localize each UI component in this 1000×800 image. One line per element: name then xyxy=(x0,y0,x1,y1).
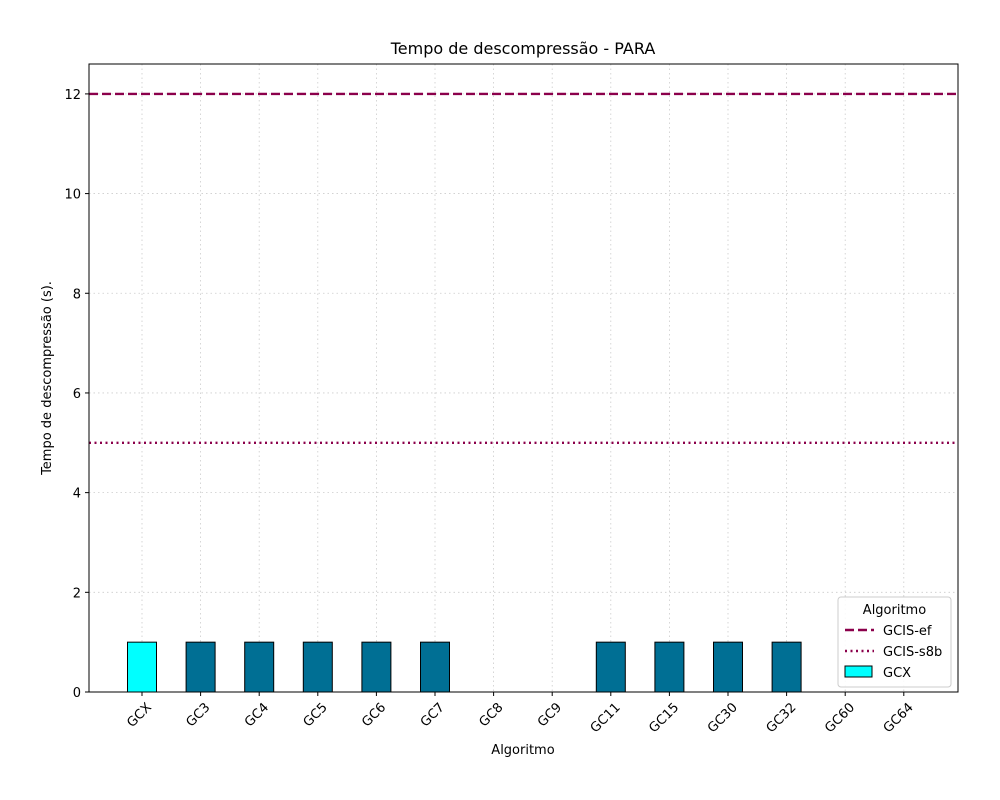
chart-title: Tempo de descompressão - PARA xyxy=(390,39,656,58)
bar xyxy=(654,641,685,693)
y-axis: 0 2 4 6 8 10 12 xyxy=(64,88,89,701)
bar xyxy=(595,641,626,693)
bar xyxy=(302,641,333,693)
bar xyxy=(420,641,450,693)
y-tick-label: 4 xyxy=(73,487,81,502)
bars xyxy=(127,641,919,693)
bar xyxy=(713,641,743,693)
grid xyxy=(89,64,958,693)
y-tick-label: 0 xyxy=(73,686,81,701)
y-tick-label: 6 xyxy=(73,387,81,402)
x-tick-label: GC4 xyxy=(242,700,272,730)
x-tick-label: GC9 xyxy=(535,700,565,730)
bar xyxy=(244,641,275,693)
y-tick-label: 10 xyxy=(64,188,81,203)
x-tick-label: GC15 xyxy=(646,700,682,736)
y-tick-label: 8 xyxy=(73,287,81,302)
x-tick-label: GC7 xyxy=(418,700,448,730)
x-tick-label: GC11 xyxy=(588,700,624,736)
x-tick-label: GC3 xyxy=(183,700,213,730)
bar xyxy=(127,641,157,693)
bar xyxy=(361,641,392,693)
x-tick-label: GC60 xyxy=(822,700,858,736)
legend-box xyxy=(837,596,952,688)
x-tick-label: GC5 xyxy=(301,700,331,730)
x-tick-label: GC32 xyxy=(764,700,800,736)
bar xyxy=(185,641,216,693)
y-tick-label: 2 xyxy=(73,586,81,601)
bar xyxy=(771,641,802,693)
x-tick-label: GC30 xyxy=(705,700,741,736)
x-tick-label: GCX xyxy=(124,700,155,731)
legend-title: Algoritmo xyxy=(863,603,926,618)
legend-swatch xyxy=(844,665,873,678)
reference-lines xyxy=(89,92,958,444)
legend-label: GCIS-s8b xyxy=(883,645,942,660)
x-tick-label: GC6 xyxy=(359,700,389,730)
x-tick-label: GC8 xyxy=(476,700,506,730)
plot-frame xyxy=(88,63,959,693)
y-axis-title: Tempo de descompressão (s). xyxy=(40,281,55,476)
x-axis-title: Algoritmo xyxy=(491,743,554,758)
x-axis: GCX GC3 GC4 GC5 GC6 GC7 GC8 GC9 GC11 GC15 GC30 GC32… xyxy=(124,692,917,736)
legend-label: GCX xyxy=(883,666,911,681)
y-tick-label: 12 xyxy=(64,88,81,103)
legend-label: GCIS-ef xyxy=(883,624,932,639)
x-tick-label: GC64 xyxy=(881,700,917,736)
legend: Algoritmo GCIS-ef GCIS-s8b GCX xyxy=(837,596,952,688)
